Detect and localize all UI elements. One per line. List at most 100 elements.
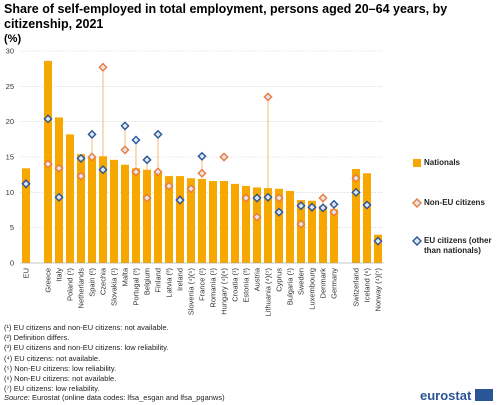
source-text: Eurostat (online data codes: lfsa_esgan … xyxy=(31,393,225,402)
diamond-marker xyxy=(98,165,108,175)
x-tick-label: Greece xyxy=(44,268,53,293)
diamond-marker xyxy=(318,203,328,213)
diamond-marker xyxy=(373,236,383,246)
diamond-marker xyxy=(98,62,108,72)
diamond-marker xyxy=(329,199,339,209)
diamond-marker xyxy=(296,201,306,211)
diamond-marker xyxy=(329,207,339,217)
diamond-marker xyxy=(318,193,328,203)
bar xyxy=(286,190,294,263)
footnote: (⁴) EU citizens: not available. xyxy=(4,353,101,363)
x-tick-label: Italy xyxy=(55,268,64,282)
footnote: (¹) EU citizens and non-EU citizens: not… xyxy=(4,323,169,332)
x-tick-label: Slovakia (¹) xyxy=(110,268,119,306)
logo-flag xyxy=(474,389,493,401)
x-tick-label: Denmark xyxy=(319,268,328,299)
diamond-marker xyxy=(153,167,163,177)
diamond-marker xyxy=(263,192,273,202)
legend-icon xyxy=(413,159,421,167)
bar xyxy=(220,181,228,263)
x-tick-label: Belgium xyxy=(143,268,152,295)
bar xyxy=(187,178,195,263)
x-tick-label: Portugal (³) xyxy=(132,268,141,306)
bar xyxy=(165,176,173,263)
x-tick-label: Ireland xyxy=(176,268,185,291)
footnote: (⁵) Non-EU citizens: low reliability. xyxy=(4,363,117,373)
diamond-marker xyxy=(296,219,306,229)
diamond-marker xyxy=(120,121,130,131)
y-tick-label: 0 xyxy=(10,259,14,268)
chart-title: Share of self-employed in total employme… xyxy=(4,2,448,31)
diamond-marker xyxy=(43,159,53,169)
bar xyxy=(319,205,327,263)
diamond-marker xyxy=(252,193,262,203)
diamond-marker xyxy=(54,163,64,173)
diamond-marker xyxy=(21,179,31,189)
diamond-marker xyxy=(219,152,229,162)
diamond-marker xyxy=(164,181,174,191)
y-tick-label: 30 xyxy=(6,47,14,56)
bar xyxy=(55,117,63,263)
x-tick-label: EU xyxy=(22,268,31,278)
bar xyxy=(110,159,118,263)
x-tick-label: Croatia (¹) xyxy=(231,268,240,302)
x-tick-label: Finland xyxy=(154,268,163,293)
legend-entry: EU citizens (other than nationals) xyxy=(412,236,498,256)
legend-entry: Non-EU citizens xyxy=(412,198,498,208)
x-tick-label: Latvia (³) xyxy=(165,268,174,298)
x-tick-label: Cyprus xyxy=(275,268,284,292)
diamond-marker xyxy=(351,173,361,183)
bar xyxy=(242,185,250,263)
legend-entry: Nationals xyxy=(412,158,498,168)
x-tick-label: Malta xyxy=(121,267,130,286)
x-tick-label: Lithuania (⁴)(⁷) xyxy=(264,268,273,317)
x-tick-label: Romania (¹) xyxy=(209,268,218,308)
footnote: (³) EU citizens and non-EU citizens: low… xyxy=(4,343,169,353)
logo-text: eurostat xyxy=(420,388,472,403)
logo: eurostat xyxy=(420,388,493,403)
y-tick-label: 10 xyxy=(6,188,14,197)
legend-diamond xyxy=(412,198,422,208)
diamond-marker xyxy=(197,151,207,161)
diamond-marker xyxy=(351,187,361,197)
diamond-marker xyxy=(263,92,273,102)
x-tick-label: Spain (²) xyxy=(88,268,97,297)
bar xyxy=(363,173,371,263)
legend-icon xyxy=(412,236,422,246)
x-tick-label: Austria xyxy=(253,267,262,291)
diamond-marker xyxy=(142,193,152,203)
y-tick-label: 25 xyxy=(6,82,14,91)
x-tick-label: Estonia (³) xyxy=(242,267,251,302)
bar xyxy=(132,168,140,263)
source: Source: Eurostat (online data codes: lfs… xyxy=(4,393,225,402)
x-tick-label: Slovenia (⁴)(⁵) xyxy=(187,268,196,316)
x-tick-label: Luxembourg xyxy=(308,268,317,310)
bar xyxy=(253,187,261,263)
x-tick-label: France (²) xyxy=(198,268,207,301)
bar xyxy=(99,156,107,263)
diamond-marker xyxy=(252,212,262,222)
bar xyxy=(22,168,30,263)
bar xyxy=(66,134,74,263)
bar xyxy=(275,188,283,263)
bar xyxy=(231,183,239,263)
source-label: Source: xyxy=(4,393,30,402)
chart-subtitle: (%) xyxy=(4,33,22,45)
diamond-marker xyxy=(87,152,97,162)
diamond-marker xyxy=(362,200,372,210)
diamond-marker xyxy=(87,129,97,139)
bar xyxy=(209,181,217,263)
diamond-marker xyxy=(175,195,185,205)
y-tick-label: 5 xyxy=(10,223,14,232)
bar xyxy=(264,188,272,263)
diamond-marker xyxy=(131,167,141,177)
footnote: (²) Definition differs. xyxy=(4,333,70,343)
diamond-marker xyxy=(186,184,196,194)
diamond-marker xyxy=(153,129,163,139)
diamond-marker xyxy=(241,193,251,203)
x-tick-label: Czechia xyxy=(99,267,108,295)
bar xyxy=(352,169,360,263)
diamond-marker xyxy=(142,155,152,165)
